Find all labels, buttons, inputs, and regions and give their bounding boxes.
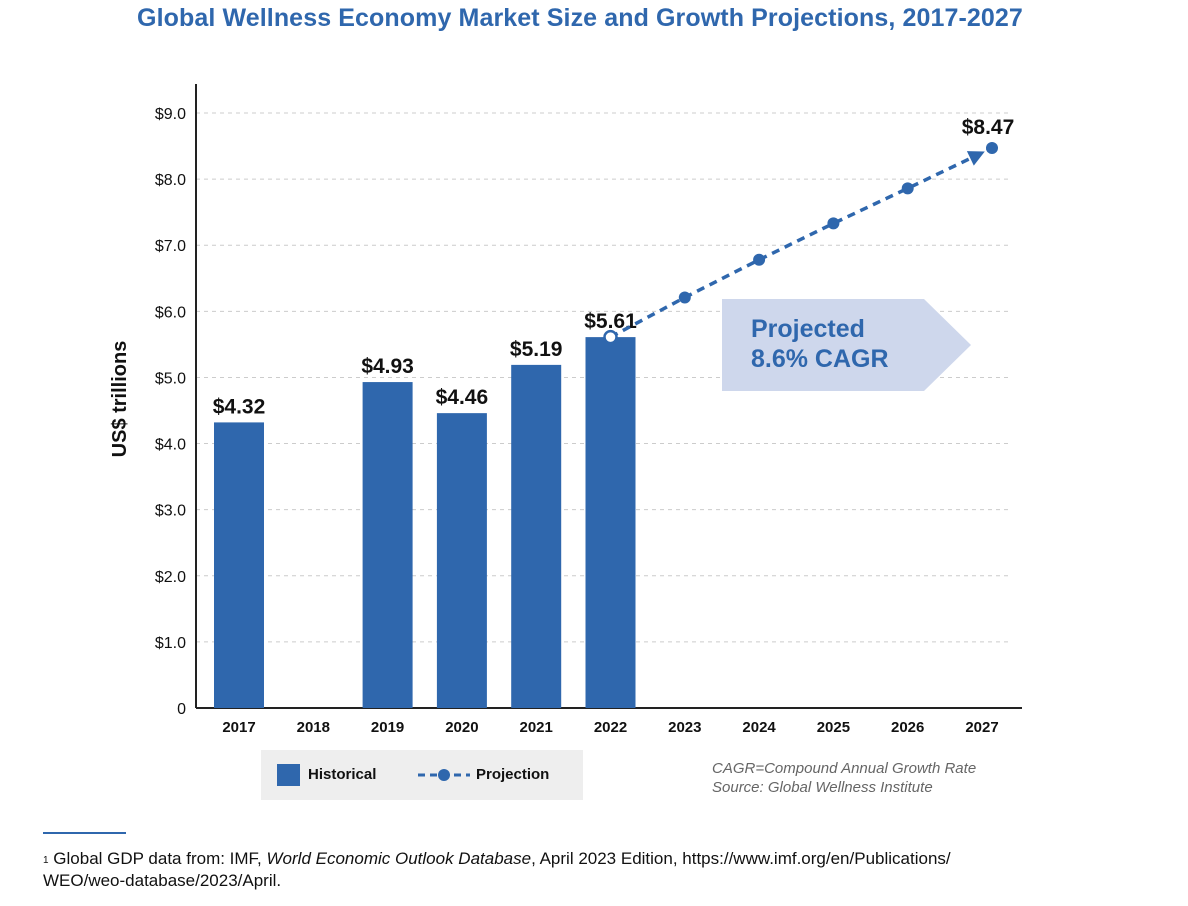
cagr-callout-line2: 8.6% CAGR: [751, 345, 889, 373]
y-tick-label: $1.0: [155, 635, 186, 652]
projection-arrowhead: [966, 151, 985, 166]
projection-point: [827, 217, 840, 230]
cagr-callout-arrow: [722, 299, 971, 391]
footnote-line2: WEO/weo-database/2023/April.: [43, 871, 282, 890]
projection-end-label: $8.47: [962, 116, 1015, 139]
legend: Historical Projection: [261, 750, 583, 800]
x-tick-label: 2022: [594, 719, 627, 736]
y-tick-label: $7.0: [155, 238, 186, 255]
footnote-suffix: , April 2023 Edition, https://www.imf.or…: [531, 849, 951, 868]
x-tick-label: 2024: [742, 719, 776, 736]
bar: [585, 337, 636, 708]
bar-value-label: $5.19: [510, 338, 563, 361]
x-tick-label: 2018: [297, 719, 330, 736]
projection-point-start: [603, 329, 618, 345]
cagr-callout-text: Projected 8.6% CAGR: [751, 314, 889, 374]
x-tick-label: 2020: [445, 719, 478, 736]
chart-area: 0 $1.0 $2.0 $3.0 $4.0 $5.0 $6.0 $7.0 $8.0 $9.0 US$…: [109, 84, 1022, 736]
footnote-marker: 1: [43, 855, 49, 866]
x-tick-label: 2019: [371, 719, 404, 736]
bar-value-label: $4.46: [436, 386, 489, 409]
bar: [362, 382, 413, 708]
x-tick-label: 2027: [965, 719, 998, 736]
bar: [436, 413, 487, 708]
footnote-prefix: Global GDP data from: IMF,: [53, 849, 267, 868]
y-tick-label: $5.0: [155, 370, 186, 387]
legend-projection-line-icon: [418, 769, 470, 781]
projection-point: [678, 291, 691, 304]
projection-point: [986, 142, 998, 155]
x-tick-label: 2017: [222, 719, 255, 736]
legend-historical-label: Historical: [308, 766, 377, 783]
chart-title: Global Wellness Economy Market Size and …: [137, 4, 1023, 32]
y-tick-label: $9.0: [155, 106, 186, 123]
x-tick-label: 2025: [817, 719, 850, 736]
bar: [214, 422, 264, 708]
bar-value-label: $4.93: [361, 355, 414, 378]
cagr-callout-line1: Projected: [751, 315, 865, 343]
y-tick-label: $4.0: [155, 437, 186, 454]
footnote-italic: World Economic Outlook Database: [266, 849, 532, 868]
legend-historical-swatch: [277, 764, 300, 786]
cagr-definition: CAGR=Compound Annual Growth Rate: [712, 760, 977, 777]
source-note: Source: Global Wellness Institute: [712, 779, 933, 796]
y-axis-title: US$ trillions: [109, 341, 131, 458]
bar: [511, 364, 562, 708]
x-tick-label: 2026: [891, 719, 924, 736]
projection-point: [753, 253, 766, 266]
legend-projection-label: Projection: [476, 766, 550, 783]
projection-point: [901, 182, 914, 195]
x-tick-label: 2023: [668, 719, 701, 736]
y-tick-label: $8.0: [155, 172, 186, 189]
y-tick-label: $6.0: [155, 304, 186, 321]
x-tick-label: 2021: [520, 719, 553, 736]
y-tick-label: 0: [177, 701, 186, 718]
chart-notes: CAGR=Compound Annual Growth Rate Source:…: [712, 759, 976, 797]
bar-value-label: $5.61: [584, 310, 637, 333]
projection-line: [609, 146, 993, 339]
y-tick-label: $3.0: [155, 503, 186, 520]
y-tick-label: $2.0: [155, 569, 186, 586]
footnote: 1 Global GDP data from: IMF, World Econo…: [43, 848, 1163, 892]
bar-value-label: $4.32: [213, 395, 266, 418]
footnote-divider: [43, 832, 126, 834]
